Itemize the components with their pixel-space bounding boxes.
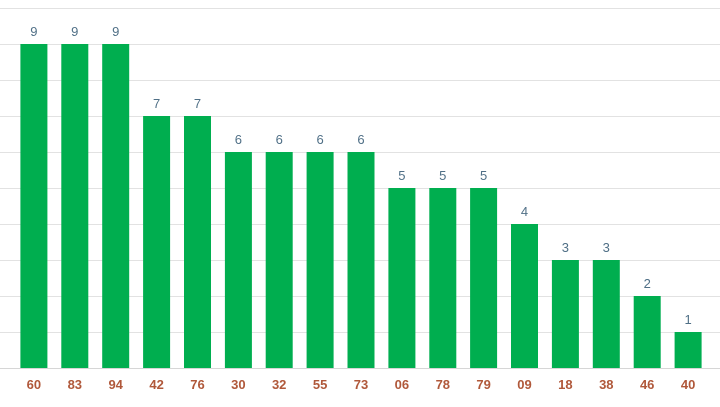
value-label-76: 7 xyxy=(194,96,201,111)
value-label-55: 6 xyxy=(316,132,323,147)
value-label-73: 6 xyxy=(357,132,364,147)
x-tick-30: 30 xyxy=(231,377,245,392)
x-tick-labels: 60 83 94 42 76 30 32 55 73 06 78 79 09 18 38 46 40 xyxy=(27,377,696,392)
x-tick-78: 78 xyxy=(436,377,450,392)
bar-32 xyxy=(265,152,293,368)
value-label-42: 7 xyxy=(153,96,160,111)
bar-18 xyxy=(551,260,579,368)
bar-09 xyxy=(511,224,538,368)
bars xyxy=(20,44,702,368)
bar-60 xyxy=(20,44,48,368)
bar-46 xyxy=(633,296,661,368)
value-label-60: 9 xyxy=(30,24,37,39)
x-tick-94: 94 xyxy=(108,377,123,392)
value-label-79: 5 xyxy=(480,168,487,183)
x-tick-76: 76 xyxy=(190,377,204,392)
bar-40 xyxy=(674,332,702,368)
x-tick-06: 06 xyxy=(395,377,409,392)
value-label-38: 3 xyxy=(603,240,610,255)
value-label-09: 4 xyxy=(521,204,528,219)
x-tick-79: 79 xyxy=(476,377,490,392)
bar-30 xyxy=(224,152,252,368)
x-tick-42: 42 xyxy=(149,377,163,392)
x-tick-18: 18 xyxy=(558,377,572,392)
value-labels: 9 9 9 7 7 6 6 6 6 5 5 5 4 3 3 2 1 xyxy=(30,24,691,327)
value-label-06: 5 xyxy=(398,168,405,183)
value-label-40: 1 xyxy=(684,312,691,327)
value-label-78: 5 xyxy=(439,168,446,183)
bar-78 xyxy=(429,188,457,368)
bar-55 xyxy=(306,152,334,368)
value-label-46: 2 xyxy=(644,276,651,291)
value-label-94: 9 xyxy=(112,24,119,39)
x-tick-40: 40 xyxy=(681,377,695,392)
value-label-18: 3 xyxy=(562,240,569,255)
bar-83 xyxy=(61,44,89,368)
bar-76 xyxy=(184,116,211,368)
bar-73 xyxy=(347,152,375,368)
value-label-32: 6 xyxy=(276,132,283,147)
x-tick-55: 55 xyxy=(313,377,327,392)
bar-06 xyxy=(388,188,416,368)
x-tick-60: 60 xyxy=(27,377,41,392)
value-label-30: 6 xyxy=(235,132,242,147)
x-tick-38: 38 xyxy=(599,377,613,392)
x-tick-73: 73 xyxy=(354,377,368,392)
bar-38 xyxy=(592,260,620,368)
bar-42 xyxy=(143,116,171,368)
value-label-83: 9 xyxy=(71,24,78,39)
bar-79 xyxy=(470,188,498,368)
x-tick-32: 32 xyxy=(272,377,286,392)
x-tick-09: 09 xyxy=(517,377,531,392)
bar-94 xyxy=(102,44,130,368)
x-tick-46: 46 xyxy=(640,377,654,392)
x-tick-83: 83 xyxy=(68,377,82,392)
